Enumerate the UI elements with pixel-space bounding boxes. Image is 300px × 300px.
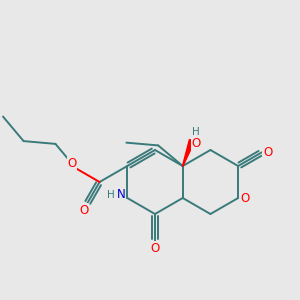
Polygon shape bbox=[182, 140, 195, 166]
Text: O: O bbox=[241, 191, 250, 205]
Text: O: O bbox=[79, 204, 88, 217]
Text: O: O bbox=[150, 242, 160, 255]
Text: O: O bbox=[191, 137, 201, 150]
Text: N: N bbox=[117, 188, 126, 202]
Text: O: O bbox=[68, 157, 76, 170]
Text: H: H bbox=[107, 190, 115, 200]
Text: O: O bbox=[263, 146, 272, 159]
Text: H: H bbox=[192, 128, 200, 137]
